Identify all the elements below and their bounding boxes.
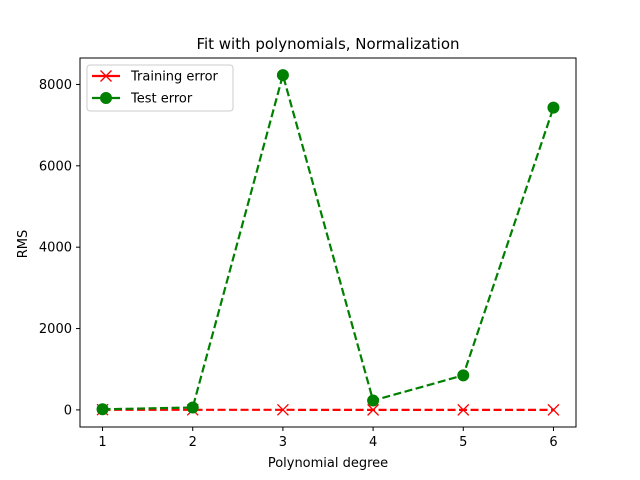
x-tick-label: 2 bbox=[189, 435, 197, 450]
legend-entry: Test error bbox=[92, 92, 193, 107]
x-tick-label: 4 bbox=[369, 435, 377, 450]
data-point bbox=[457, 403, 470, 416]
y-tick-label: 4000 bbox=[39, 241, 72, 256]
data-point bbox=[367, 394, 380, 407]
series-test-error bbox=[96, 69, 560, 416]
x-tick-label: 3 bbox=[279, 435, 287, 450]
legend-entry: Training error bbox=[92, 70, 219, 85]
data-point bbox=[96, 403, 109, 416]
y-tick-label: 8000 bbox=[39, 78, 72, 93]
y-tick-label: 2000 bbox=[39, 322, 72, 337]
y-axis-label: RMS bbox=[16, 230, 31, 259]
y-tick-label: 0 bbox=[64, 403, 72, 418]
x-tick-label: 5 bbox=[459, 435, 467, 450]
data-point bbox=[457, 369, 470, 382]
x-axis-ticks: 1 2 3 4 5 6 bbox=[98, 427, 558, 450]
data-point bbox=[547, 101, 560, 114]
plot-frame bbox=[79, 57, 577, 428]
data-point bbox=[276, 403, 289, 416]
x-axis-label: Polynomial degree bbox=[268, 456, 388, 471]
data-point bbox=[186, 401, 199, 414]
y-axis-ticks: 0 2000 4000 6000 8000 bbox=[39, 78, 80, 418]
y-tick-label: 6000 bbox=[39, 159, 72, 174]
legend-label: Test error bbox=[130, 92, 193, 107]
legend-box bbox=[86, 64, 234, 112]
data-point bbox=[367, 403, 380, 416]
x-tick-label: 6 bbox=[549, 435, 557, 450]
data-point bbox=[276, 69, 289, 82]
chart-title: Fit with polynomials, Normalization bbox=[196, 35, 459, 53]
series-layer bbox=[96, 69, 560, 416]
legend-label: Training error bbox=[130, 70, 219, 85]
legend-marker bbox=[100, 70, 112, 82]
data-point bbox=[547, 403, 560, 416]
series-line bbox=[102, 70, 555, 411]
legend: Training error Test error bbox=[86, 64, 234, 112]
legend-marker bbox=[100, 92, 112, 104]
x-tick-label: 1 bbox=[98, 435, 106, 450]
